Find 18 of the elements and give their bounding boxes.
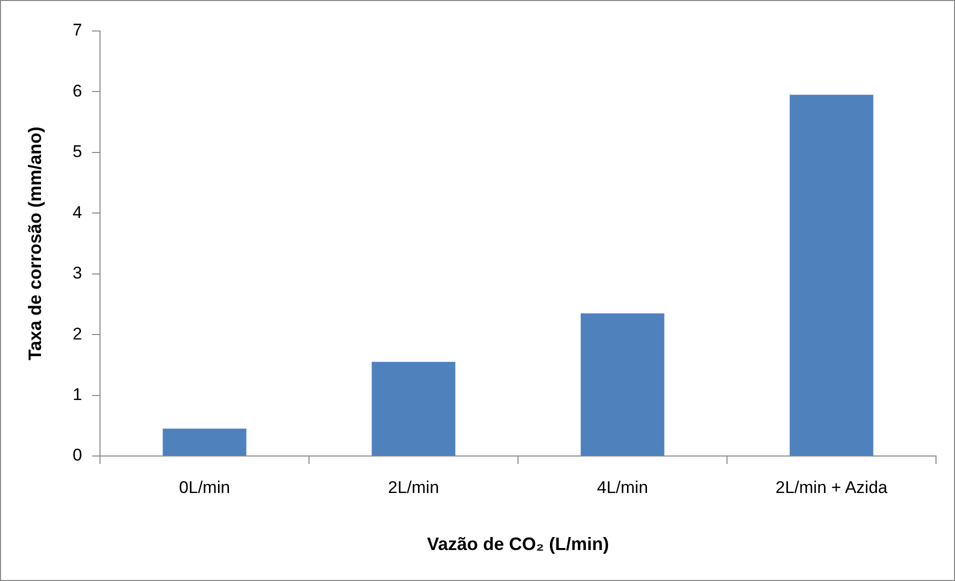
bar: [580, 313, 664, 456]
bar: [790, 94, 874, 456]
y-tick-label: 3: [72, 264, 82, 283]
y-tick-label: 1: [72, 384, 82, 404]
bar: [372, 362, 456, 456]
y-tick-label: 2: [72, 324, 82, 344]
x-tick-label: 2L/min: [388, 478, 440, 497]
x-tick-label: 0L/min: [179, 478, 230, 497]
y-axis-title: Taxa de corrosão (mm/ano): [24, 126, 45, 360]
y-tick-label: 4: [72, 202, 82, 222]
x-axis-title: Vazão de CO₂ (L/min): [427, 534, 610, 554]
y-tick-label: 6: [72, 81, 82, 100]
y-tick-label: 5: [72, 142, 82, 162]
bar: [162, 428, 246, 456]
x-tick-label: 4L/min: [597, 478, 648, 497]
y-tick-label: 7: [72, 20, 82, 40]
y-tick-label: 0: [72, 446, 82, 465]
x-tick-label: 2L/min + Azida: [776, 478, 888, 497]
